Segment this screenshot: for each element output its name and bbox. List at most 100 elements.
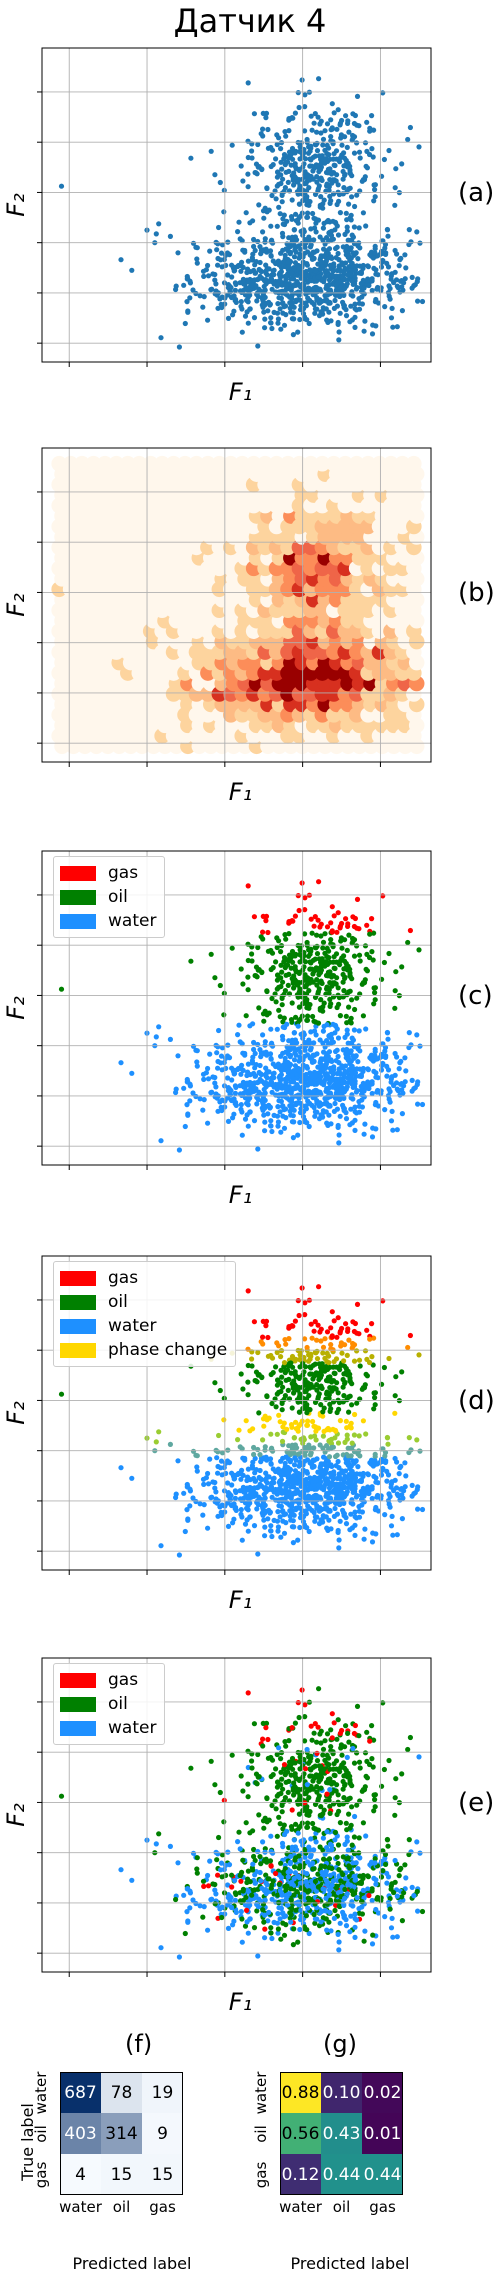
scatter-point [205,1481,212,1487]
scatter-point [286,1376,292,1382]
scatter-point [308,143,314,149]
scatter-point [331,305,337,311]
scatter-point [312,1476,319,1482]
scatter-point [310,1059,316,1065]
scatter-point [275,1528,281,1534]
scatter-point [318,1338,324,1344]
scatter-point [201,1502,207,1508]
scatter-point [342,172,348,178]
scatter-point [266,299,272,305]
scatter-point [242,313,249,319]
scatter-point [365,1067,371,1073]
scatter-point [354,995,360,1001]
scatter-point [393,166,399,172]
scatter-point [296,1068,302,1074]
scatter-point [261,1517,267,1523]
scatter-point [384,270,390,276]
scatter-point [302,1336,308,1342]
hexbin-cell [406,455,422,472]
scatter-point [323,268,329,274]
scatter-point [279,166,285,172]
scatter-point [290,959,296,965]
scatter-point [372,250,378,256]
scatter-point [288,162,294,168]
scatter-point [385,233,391,239]
scatter-point [273,1404,279,1410]
scatter-point [261,1423,267,1429]
scatter-point [167,233,173,239]
scatter-point [219,1512,225,1519]
scatter-point [218,1060,224,1066]
scatter-point [347,169,353,176]
scatter-point [359,301,365,307]
scatter-point [274,1026,280,1032]
scatter-point [390,1127,396,1133]
scatter-point [243,1492,249,1498]
scatter-point [329,236,335,242]
scatter-point [283,936,289,942]
scatter-point [378,1067,385,1073]
scatter-point [325,170,331,176]
scatter-point [334,126,340,132]
scatter-point [343,1321,349,1327]
scatter-point [340,1507,346,1513]
scatter-point [332,1100,338,1107]
scatter-point [321,156,327,162]
scatter-point [282,1393,288,1399]
scatter-point [288,1046,294,1052]
scatter-point [184,1484,190,1490]
scatter-point [250,1459,256,1465]
scatter-point [337,1328,343,1334]
scatter-point [361,1131,367,1137]
scatter-point [303,303,309,309]
plot-frame [41,447,432,763]
y-axis-label: F₂ [2,996,30,1020]
scatter-point [261,1456,267,1462]
scatter-point [286,971,292,977]
scatter-point [379,173,385,179]
scatter-point [240,1386,246,1392]
scatter-point [270,268,276,274]
scatter-point [322,254,328,260]
scatter-point [382,304,388,310]
scatter-point [353,1458,359,1464]
scatter-point [340,261,346,268]
scatter-point [354,192,360,198]
scatter-point [289,269,295,275]
scatter-point [292,977,298,983]
scatter-point [223,262,229,268]
scatter-point [318,175,324,181]
scatter-point [324,945,330,951]
scatter-point [322,1336,328,1342]
scatter-point [284,1095,290,1101]
scatter-point [251,243,257,250]
scatter-point [371,1001,377,1007]
scatter-point [219,304,225,311]
scatter-point [261,1051,267,1057]
scatter-point [260,1416,267,1422]
scatter-point [223,1055,229,1061]
scatter-point [354,1348,360,1354]
scatter-point [352,1070,358,1076]
scatter-point [252,270,258,276]
scatter-point [341,988,347,994]
scatter-point [302,316,308,322]
scatter-point [229,1077,235,1083]
scatter-point [346,186,352,192]
scatter-point [223,1470,229,1476]
scatter-point [362,943,369,949]
scatter-point [235,229,241,235]
scatter-point [258,268,264,274]
scatter-point [288,287,294,293]
scatter-point [260,133,266,139]
scatter-point [268,223,274,229]
scatter-point [308,113,314,119]
scatter-point [337,962,343,968]
scatter-point [323,298,329,304]
scatter-point [278,1053,284,1059]
scatter-point [291,1085,297,1091]
scatter-point [324,1094,330,1100]
scatter-point [224,1095,231,1101]
scatter-point [215,262,221,268]
scatter-point [312,153,318,159]
